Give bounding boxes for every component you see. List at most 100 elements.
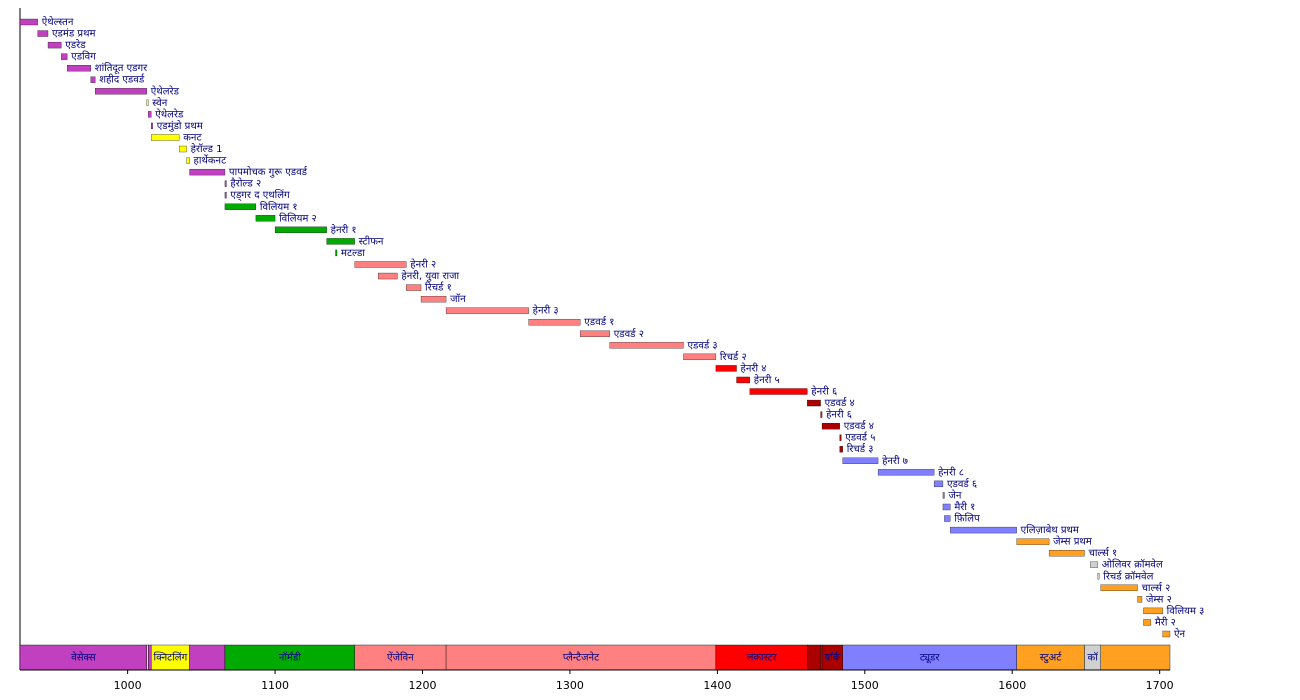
monarch-label: एडविग	[71, 51, 96, 63]
reign-bar	[19, 18, 38, 26]
monarch-label: एडवर्ड ५	[845, 432, 875, 444]
monarch-label: हेनरी ८	[938, 466, 964, 478]
monarch-label: शहीद एडवर्ड	[99, 74, 145, 86]
monarch-label: हैरोल्ड २	[230, 178, 261, 190]
monarch-label: हेनरी ५	[754, 374, 780, 386]
x-tick-label: 1100	[261, 679, 289, 692]
monarch-label: ऐथेल्स्तन	[42, 16, 74, 28]
monarch-label: हेनरी २	[410, 258, 436, 270]
house-label: वेसेक्स	[71, 652, 96, 664]
reign-bar	[580, 330, 610, 337]
monarch-label: ऐन	[1174, 628, 1186, 640]
monarch-label: ऐथेलरेड	[155, 108, 184, 120]
monarch-label: चार्ल्स २	[1142, 582, 1171, 594]
reign-bar	[1016, 538, 1050, 545]
reign-bar	[749, 388, 808, 395]
monarch-label: हार्थेकनट	[194, 155, 228, 167]
monarch-label: रिचर्ड ३	[847, 443, 874, 455]
monarch-label: हेनरी १	[331, 224, 357, 236]
monarch-label: रिचर्ड क्रॉमवेल	[1103, 570, 1153, 582]
x-tick-label: 1500	[851, 679, 879, 692]
monarch-label: रिचर्ड २	[720, 351, 747, 363]
house-label: प्लैन्टैजनेट	[563, 652, 600, 664]
monarch-label: हेनरी ३	[533, 305, 559, 317]
house-bar	[146, 644, 149, 671]
monarch-label: कनट	[183, 132, 202, 143]
monarch-label: एड्गर द एथलिंग	[230, 189, 290, 201]
monarch-label: जेन	[948, 489, 961, 501]
monarch-label: हेनरी ४	[741, 362, 767, 374]
monarch-label: एडमुंडो प्रथम	[157, 120, 204, 132]
monarch-label: विलियम २	[279, 212, 317, 224]
reign-bar	[528, 319, 581, 326]
reign-bar	[933, 480, 944, 488]
monarch-label: शांतिदूत एडगर	[95, 62, 148, 74]
reign-bar	[1143, 619, 1151, 626]
monarch-label: एडवर्ड ४	[825, 397, 855, 409]
reign-bar	[1137, 596, 1143, 603]
reign-bar	[1100, 584, 1138, 591]
reign-bar	[944, 515, 951, 522]
reign-bar	[47, 41, 62, 49]
monarch-label: मटल्डा	[341, 248, 365, 259]
house-label: स्टुअर्ट	[1040, 652, 1063, 664]
monarch-label: विलियम १	[260, 201, 298, 213]
reign-bar	[378, 272, 398, 280]
reign-bar	[942, 503, 951, 511]
reign-bar	[146, 99, 149, 106]
reign-bar	[95, 88, 147, 95]
house-bar	[151, 644, 190, 671]
reign-bar	[1162, 630, 1171, 638]
reign-bar	[189, 168, 226, 176]
reign-bar	[1143, 607, 1163, 615]
reign-bar	[179, 145, 187, 153]
reign-bar	[274, 226, 327, 233]
reign-bar	[151, 122, 153, 130]
house-label: ऐंजेविन	[387, 652, 414, 664]
monarch-label: एडवर्ड २	[614, 328, 644, 340]
reign-bar	[821, 423, 840, 430]
house-label: नॉर्मंडी	[279, 652, 301, 664]
reign-bar	[406, 284, 422, 291]
reign-bar	[877, 469, 935, 476]
reign-bar	[1097, 573, 1100, 580]
monarch-label: एलिज़ाबेथ प्रथम	[1021, 524, 1080, 536]
reign-bar	[90, 76, 96, 83]
monarch-label: एडवर्ड १	[584, 316, 614, 328]
reign-bar	[609, 342, 684, 349]
reign-bar	[61, 53, 68, 60]
monarch-label: फ़िलिप	[954, 513, 980, 525]
monarch-label: जॉन	[450, 293, 466, 305]
monarch-label: हेनरी ६	[811, 386, 837, 398]
reign-bar	[37, 30, 49, 37]
reign-bar	[445, 307, 529, 314]
house-bar	[842, 644, 1017, 671]
reign-bar	[224, 203, 257, 210]
house-label: यॉर्क	[824, 652, 840, 664]
house-bar	[820, 644, 823, 671]
x-tick-label: 1300	[556, 679, 584, 692]
monarch-label: हेनरी, युवा राजा	[401, 270, 459, 282]
x-tick-label: 1700	[1146, 679, 1174, 692]
house-bar	[715, 644, 808, 671]
monarch-label: मैरी २	[1155, 616, 1176, 628]
x-tick-label: 1000	[114, 679, 142, 692]
house-label: ट्यूडर	[920, 653, 941, 664]
house-bar	[807, 644, 821, 671]
monarch-label: हेनरी ६	[826, 409, 852, 421]
monarch-label: हेनरी ७	[882, 455, 908, 467]
x-tick-label: 1400	[703, 679, 731, 692]
house-label: कॉ	[1087, 652, 1098, 664]
reign-bar	[224, 192, 227, 199]
monarch-label: विलियम ३	[1167, 605, 1205, 617]
reign-bar	[950, 526, 1017, 534]
reign-bar	[224, 180, 227, 187]
reign-bar	[839, 446, 843, 453]
house-label: क्निटलिंग	[154, 652, 188, 664]
reign-bar	[148, 111, 152, 118]
monarch-label: मैरी १	[954, 501, 975, 513]
monarch-label: स्वेन	[152, 97, 167, 109]
reign-bar	[1048, 550, 1085, 557]
house-bar	[148, 644, 152, 671]
